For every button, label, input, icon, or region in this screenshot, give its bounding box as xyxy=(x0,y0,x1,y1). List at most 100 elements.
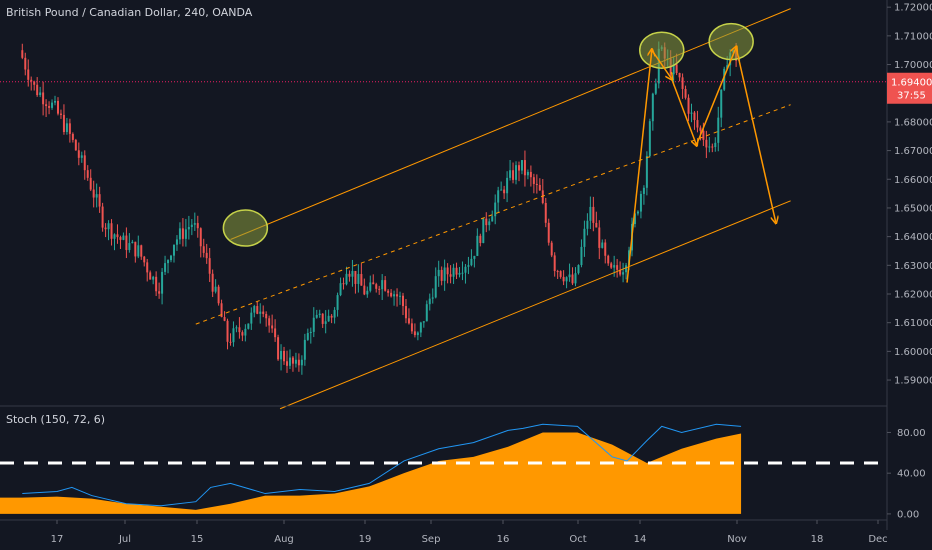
candle-body xyxy=(714,142,717,148)
candle-body xyxy=(306,333,309,340)
candle-body xyxy=(146,262,149,273)
candle-body xyxy=(196,223,199,229)
candle-body xyxy=(428,298,431,305)
candle-body xyxy=(170,255,173,261)
candle-body xyxy=(122,235,125,240)
candle-body xyxy=(247,323,250,329)
candle-body xyxy=(199,228,202,247)
candle-body xyxy=(104,227,107,230)
candle-body xyxy=(143,256,146,263)
candle-body xyxy=(559,271,562,277)
candle-body xyxy=(399,295,402,297)
projection-arrow[interactable] xyxy=(735,47,776,222)
candle-body xyxy=(538,185,541,191)
candle-body xyxy=(357,274,360,284)
candle-body xyxy=(384,280,387,291)
candle-body xyxy=(455,267,458,275)
candle-body xyxy=(541,190,544,204)
candle-body xyxy=(473,255,476,259)
candle-body xyxy=(458,272,461,275)
candle-body xyxy=(33,81,36,85)
candle-body xyxy=(181,228,184,239)
candle-body xyxy=(164,263,167,272)
candle-body xyxy=(583,228,586,247)
candle-body xyxy=(51,102,54,108)
highlighted-peak[interactable] xyxy=(639,31,685,69)
candle-body xyxy=(562,276,565,282)
candle-body xyxy=(250,312,253,324)
candle-body xyxy=(589,206,592,221)
projection-arrow[interactable] xyxy=(670,78,697,145)
candle-body xyxy=(107,223,110,230)
price-pane[interactable] xyxy=(0,8,887,410)
candle-body xyxy=(268,318,271,326)
candle-body xyxy=(601,242,604,248)
candle-body xyxy=(48,106,51,108)
candle-body xyxy=(175,239,178,245)
stoch-y-tick-label: 80.00 xyxy=(897,428,926,439)
candle-body xyxy=(134,241,137,257)
candle-body xyxy=(613,265,616,268)
highlighted-peak[interactable] xyxy=(222,209,269,247)
candle-body xyxy=(291,357,294,364)
candle-body xyxy=(208,258,211,274)
candle-body xyxy=(598,227,601,248)
projection-arrow[interactable] xyxy=(651,49,672,79)
candle-body xyxy=(396,294,399,297)
candle-body xyxy=(324,321,327,324)
candle-body xyxy=(152,276,155,280)
x-tick-label: Oct xyxy=(569,534,586,545)
highlighted-peak[interactable] xyxy=(708,22,754,61)
candle-body xyxy=(244,328,247,336)
candle-body xyxy=(56,100,59,114)
candle-body xyxy=(190,224,193,228)
candle-body xyxy=(726,65,729,69)
candle-body xyxy=(467,265,470,267)
projection-arrow[interactable] xyxy=(695,47,736,146)
candle-body xyxy=(125,235,128,251)
candle-body xyxy=(544,203,547,223)
candle-body xyxy=(690,112,693,114)
stochastic-pane[interactable] xyxy=(0,423,887,514)
candle-body xyxy=(327,315,330,322)
candle-body xyxy=(449,274,452,277)
candle-body xyxy=(506,177,509,194)
lower-channel-line[interactable] xyxy=(279,200,791,410)
candle-body xyxy=(574,273,577,284)
candle-body xyxy=(639,193,642,212)
candle-body xyxy=(101,206,104,228)
candle-body xyxy=(413,331,416,336)
candle-body xyxy=(705,139,708,148)
candle-body xyxy=(470,258,473,266)
candle-body xyxy=(283,350,286,362)
projection-arrow[interactable] xyxy=(626,50,652,283)
candle-body xyxy=(446,267,449,275)
candle-body xyxy=(547,222,550,243)
candle-body xyxy=(297,359,300,366)
candle-body xyxy=(36,84,39,96)
y-tick-label: 1.72000 xyxy=(894,3,932,14)
y-tick-label: 1.67000 xyxy=(894,146,932,157)
candle-body xyxy=(214,286,217,292)
candle-body xyxy=(595,222,598,228)
candle-body xyxy=(711,146,714,148)
x-tick-label: 19 xyxy=(359,534,372,545)
candle-body xyxy=(193,223,196,225)
candle-body xyxy=(217,286,220,304)
candle-body xyxy=(425,304,428,322)
candle-body xyxy=(59,113,62,115)
candle-body xyxy=(422,321,425,323)
candle-body xyxy=(437,269,440,277)
candle-body xyxy=(113,234,116,239)
candle-body xyxy=(187,227,190,230)
y-tick-label: 1.64000 xyxy=(894,232,932,243)
upper-channel-line[interactable] xyxy=(230,8,791,240)
candle-body xyxy=(339,283,342,296)
candle-body xyxy=(672,64,675,75)
candle-body xyxy=(42,92,45,105)
candle-body xyxy=(565,277,568,282)
candle-body xyxy=(167,260,170,264)
candle-body xyxy=(45,104,48,107)
candle-body xyxy=(226,320,229,342)
